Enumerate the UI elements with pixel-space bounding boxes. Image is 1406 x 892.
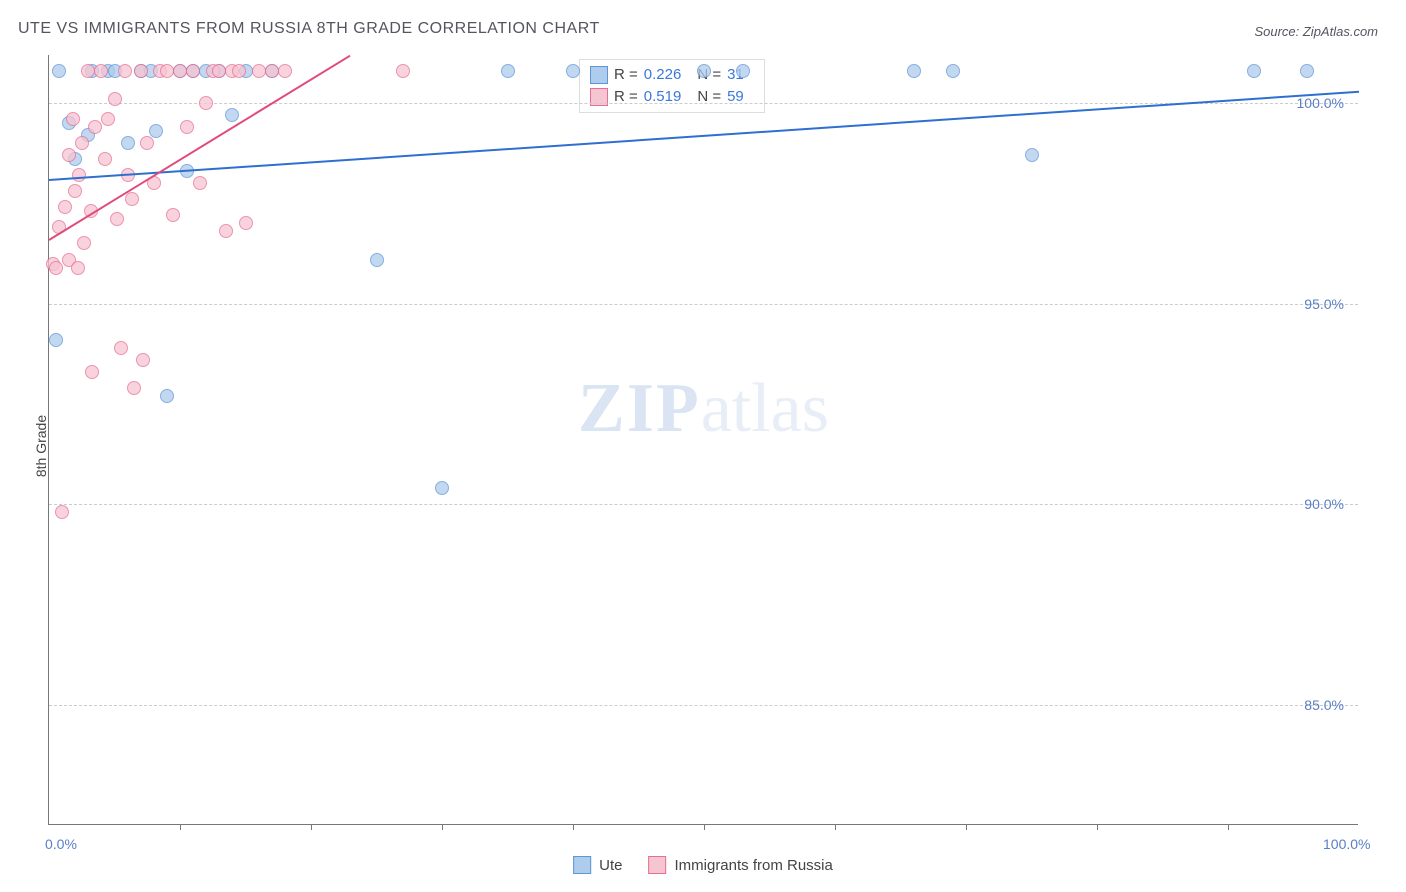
data-point — [736, 64, 750, 78]
data-point — [72, 168, 86, 182]
y-tick-label: 85.0% — [1304, 697, 1344, 713]
x-tick — [180, 824, 181, 830]
gridline-h — [49, 705, 1358, 706]
data-point — [435, 481, 449, 495]
data-point — [94, 64, 108, 78]
data-point — [81, 64, 95, 78]
y-tick-label: 90.0% — [1304, 496, 1344, 512]
data-point — [265, 64, 279, 78]
data-point — [52, 64, 66, 78]
data-point — [140, 136, 154, 150]
x-tick-label: 0.0% — [45, 836, 77, 852]
data-point — [946, 64, 960, 78]
data-point — [501, 64, 515, 78]
y-axis-label: 8th Grade — [33, 415, 49, 477]
bottom-legend: Ute Immigrants from Russia — [573, 856, 833, 874]
data-point — [101, 112, 115, 126]
data-point — [121, 136, 135, 150]
data-point — [149, 124, 163, 138]
data-point — [1300, 64, 1314, 78]
legend-swatch — [573, 856, 591, 874]
data-point — [166, 208, 180, 222]
legend-swatch — [648, 856, 666, 874]
watermark: ZIPatlas — [578, 369, 829, 449]
data-point — [225, 108, 239, 122]
data-point — [1025, 148, 1039, 162]
data-point — [370, 253, 384, 267]
data-point — [125, 192, 139, 206]
bottom-legend-item: Ute — [573, 856, 622, 874]
data-point — [66, 112, 80, 126]
data-point — [160, 64, 174, 78]
data-point — [907, 64, 921, 78]
data-point — [77, 236, 91, 250]
trend-line — [48, 55, 350, 241]
x-tick — [704, 824, 705, 830]
data-point — [173, 64, 187, 78]
data-point — [566, 64, 580, 78]
data-point — [219, 224, 233, 238]
data-point — [193, 176, 207, 190]
source-label: Source: ZipAtlas.com — [1254, 24, 1378, 39]
plot-area: ZIPatlas R =0.226N =31R =0.519N =59 100.… — [48, 55, 1358, 825]
data-point — [186, 64, 200, 78]
data-point — [278, 64, 292, 78]
legend-stats-row: R =0.226N =31 — [590, 64, 754, 86]
data-point — [396, 64, 410, 78]
gridline-h — [49, 504, 1358, 505]
data-point — [49, 261, 63, 275]
x-tick — [1097, 824, 1098, 830]
legend-stats-row: R =0.519N =59 — [590, 86, 754, 108]
data-point — [160, 389, 174, 403]
x-tick — [835, 824, 836, 830]
data-point — [1247, 64, 1261, 78]
data-point — [108, 92, 122, 106]
data-point — [136, 353, 150, 367]
data-point — [58, 200, 72, 214]
data-point — [114, 341, 128, 355]
x-tick — [311, 824, 312, 830]
x-tick — [966, 824, 967, 830]
legend-swatch — [590, 66, 608, 84]
chart-title: UTE VS IMMIGRANTS FROM RUSSIA 8TH GRADE … — [18, 20, 600, 38]
data-point — [118, 64, 132, 78]
y-tick-label: 100.0% — [1297, 95, 1344, 111]
data-point — [88, 120, 102, 134]
data-point — [134, 64, 148, 78]
data-point — [199, 96, 213, 110]
data-point — [68, 184, 82, 198]
data-point — [55, 505, 69, 519]
gridline-h — [49, 304, 1358, 305]
y-tick-label: 95.0% — [1304, 296, 1344, 312]
data-point — [98, 152, 112, 166]
data-point — [127, 381, 141, 395]
bottom-legend-item: Immigrants from Russia — [648, 856, 832, 874]
data-point — [110, 212, 124, 226]
data-point — [71, 261, 85, 275]
data-point — [62, 148, 76, 162]
data-point — [49, 333, 63, 347]
x-tick-label: 100.0% — [1323, 836, 1370, 852]
data-point — [239, 216, 253, 230]
data-point — [232, 64, 246, 78]
data-point — [252, 64, 266, 78]
data-point — [212, 64, 226, 78]
data-point — [697, 64, 711, 78]
data-point — [85, 365, 99, 379]
x-tick — [442, 824, 443, 830]
data-point — [180, 120, 194, 134]
data-point — [75, 136, 89, 150]
x-tick — [1228, 824, 1229, 830]
x-tick — [573, 824, 574, 830]
